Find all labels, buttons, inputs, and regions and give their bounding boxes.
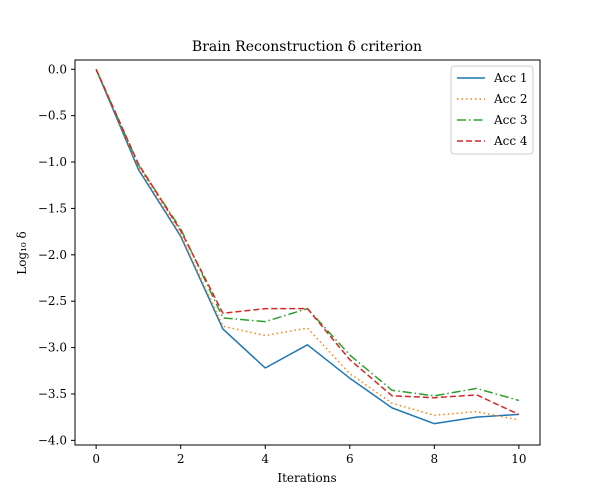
legend-label: Acc 1 <box>493 71 528 85</box>
x-tick-label: 4 <box>261 452 269 466</box>
y-tick-label: −1.0 <box>38 155 67 169</box>
x-axis: 0 2 4 6 8 10 <box>92 445 527 466</box>
x-tick-label: 8 <box>430 452 438 466</box>
x-tick-label: 10 <box>511 452 526 466</box>
plot-frame <box>74 59 541 446</box>
y-tick-label: 0.0 <box>48 62 67 76</box>
chart-title: Brain Reconstruction δ criterion <box>192 39 422 55</box>
series-line-acc-1 <box>95 68 519 425</box>
legend-label: Acc 3 <box>493 113 528 127</box>
y-tick-label: −3.0 <box>38 341 67 355</box>
y-tick-label: −0.5 <box>38 109 67 123</box>
y-tick-label: −2.0 <box>38 248 67 262</box>
y-tick-label: −1.5 <box>38 201 67 215</box>
y-tick-label: −2.5 <box>38 294 67 308</box>
y-axis-label: Log₁₀ δ <box>15 231 29 275</box>
series-line-acc-4 <box>95 68 520 416</box>
legend-box <box>450 65 534 155</box>
y-tick-label: −3.5 <box>38 387 67 401</box>
legend-label: Acc 4 <box>493 134 528 148</box>
x-tick-label: 0 <box>92 452 100 466</box>
y-tick-label: −4.0 <box>38 433 67 447</box>
x-tick-label: 2 <box>177 452 185 466</box>
series-layer <box>95 68 520 425</box>
y-axis: 0.0 −0.5 −1.0 −1.5 −2.0 −2.5 −3.0 −3.5 −4.0 <box>38 62 75 447</box>
series-line-acc-2 <box>95 68 520 421</box>
x-tick-label: 6 <box>346 452 354 466</box>
legend-label: Acc 2 <box>493 92 528 106</box>
legend: Acc 1 Acc 2 Acc 3 Acc 4 <box>450 65 534 155</box>
x-axis-label: Iterations <box>277 471 336 485</box>
